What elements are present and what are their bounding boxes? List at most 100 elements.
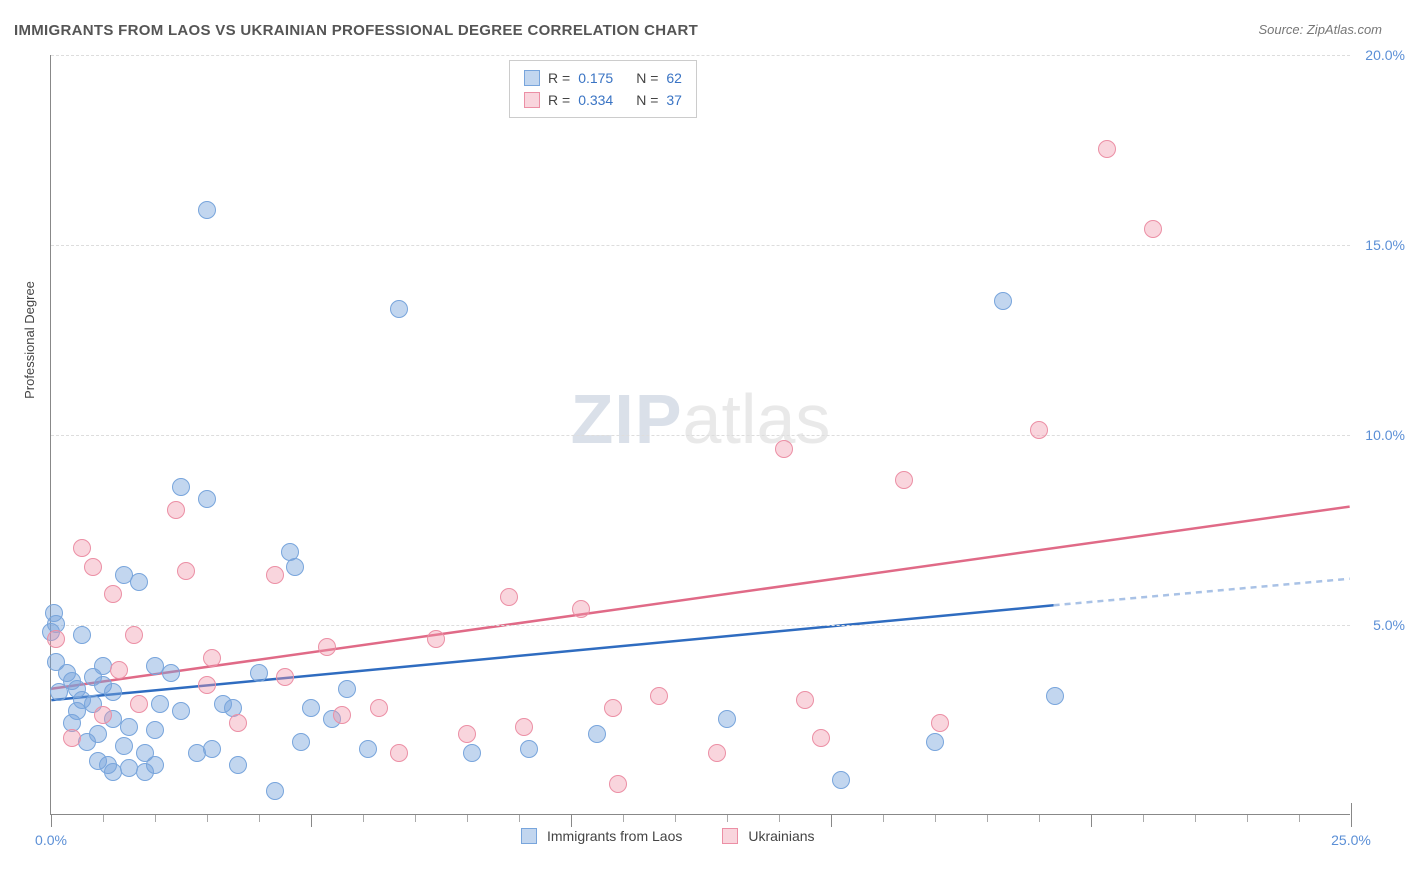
scatter-point [812, 729, 830, 747]
legend-label: Immigrants from Laos [547, 828, 682, 844]
scatter-point [115, 737, 133, 755]
gridline [51, 245, 1350, 246]
scatter-point [177, 562, 195, 580]
x-tick-minor [987, 815, 988, 822]
trend-line-extrapolated [1054, 579, 1350, 606]
scatter-point [276, 668, 294, 686]
scatter-point [94, 706, 112, 724]
x-tick-major [1091, 815, 1092, 827]
legend-r-label: R = [548, 67, 570, 89]
scatter-point [229, 714, 247, 732]
x-tick-minor [1247, 815, 1248, 822]
legend-row: R =0.334N =37 [524, 89, 682, 111]
scatter-point [203, 649, 221, 667]
x-tick-minor [363, 815, 364, 822]
scatter-point [1098, 140, 1116, 158]
x-tick-minor [623, 815, 624, 822]
scatter-point [286, 558, 304, 576]
scatter-point [775, 440, 793, 458]
chart-title: IMMIGRANTS FROM LAOS VS UKRAINIAN PROFES… [14, 22, 698, 39]
x-tick-minor [103, 815, 104, 822]
y-tick-label: 15.0% [1365, 237, 1405, 253]
scatter-point [130, 573, 148, 591]
scatter-point [198, 490, 216, 508]
scatter-point [427, 630, 445, 648]
scatter-point [250, 664, 268, 682]
x-tick-major [571, 815, 572, 827]
x-tick-minor [727, 815, 728, 822]
scatter-point [73, 539, 91, 557]
scatter-point [167, 501, 185, 519]
scatter-point [650, 687, 668, 705]
chart-container: IMMIGRANTS FROM LAOS VS UKRAINIAN PROFES… [0, 0, 1406, 892]
legend-item: Immigrants from Laos [521, 828, 682, 844]
legend-label: Ukrainians [748, 828, 814, 844]
legend-n-label: N = [636, 67, 658, 89]
scatter-point [63, 729, 81, 747]
scatter-point [146, 756, 164, 774]
y-tick-label: 5.0% [1373, 617, 1405, 633]
x-tick-minor [1143, 815, 1144, 822]
x-tick-minor [1195, 815, 1196, 822]
source-label: Source: ZipAtlas.com [1258, 22, 1382, 37]
legend-r-value: 0.175 [578, 67, 628, 89]
legend-item: Ukrainians [722, 828, 814, 844]
scatter-point [130, 695, 148, 713]
scatter-point [266, 566, 284, 584]
scatter-point [604, 699, 622, 717]
y-tick-label: 10.0% [1365, 427, 1405, 443]
scatter-point [708, 744, 726, 762]
scatter-point [162, 664, 180, 682]
x-tick-major [311, 815, 312, 827]
legend-row: R =0.175N =62 [524, 67, 682, 89]
right-edge-tick [1351, 803, 1352, 815]
gridline [51, 55, 1350, 56]
x-tick-major [51, 815, 52, 827]
legend-swatch [521, 828, 537, 844]
x-tick-label: 25.0% [1331, 832, 1371, 848]
scatter-point [796, 691, 814, 709]
scatter-point [198, 676, 216, 694]
scatter-point [89, 725, 107, 743]
legend-r-value: 0.334 [578, 89, 628, 111]
scatter-point [609, 775, 627, 793]
scatter-point [515, 718, 533, 736]
x-tick-label: 0.0% [35, 832, 67, 848]
scatter-point [588, 725, 606, 743]
scatter-point [338, 680, 356, 698]
scatter-point [172, 478, 190, 496]
scatter-point [390, 300, 408, 318]
x-tick-major [1351, 815, 1352, 827]
scatter-point [84, 558, 102, 576]
scatter-point [47, 630, 65, 648]
scatter-point [926, 733, 944, 751]
x-tick-minor [935, 815, 936, 822]
legend-series: Immigrants from Laos Ukrainians [521, 828, 815, 844]
legend-swatch [722, 828, 738, 844]
trend-line [51, 507, 1349, 689]
x-tick-minor [675, 815, 676, 822]
y-tick-label: 20.0% [1365, 47, 1405, 63]
legend-swatch [524, 92, 540, 108]
scatter-point [572, 600, 590, 618]
scatter-point [203, 740, 221, 758]
scatter-point [318, 638, 336, 656]
scatter-point [463, 744, 481, 762]
legend-swatch [524, 70, 540, 86]
scatter-point [198, 201, 216, 219]
x-tick-minor [1039, 815, 1040, 822]
x-tick-minor [1299, 815, 1300, 822]
scatter-point [931, 714, 949, 732]
scatter-point [718, 710, 736, 728]
scatter-point [390, 744, 408, 762]
scatter-point [895, 471, 913, 489]
scatter-point [458, 725, 476, 743]
legend-correlation-box: R =0.175N =62R =0.334N =37 [509, 60, 697, 118]
x-tick-minor [415, 815, 416, 822]
scatter-point [73, 626, 91, 644]
scatter-point [292, 733, 310, 751]
plot-area: ZIPatlas 5.0%10.0%15.0%20.0%0.0%25.0%R =… [50, 55, 1350, 815]
scatter-point [1046, 687, 1064, 705]
x-tick-minor [207, 815, 208, 822]
scatter-point [125, 626, 143, 644]
